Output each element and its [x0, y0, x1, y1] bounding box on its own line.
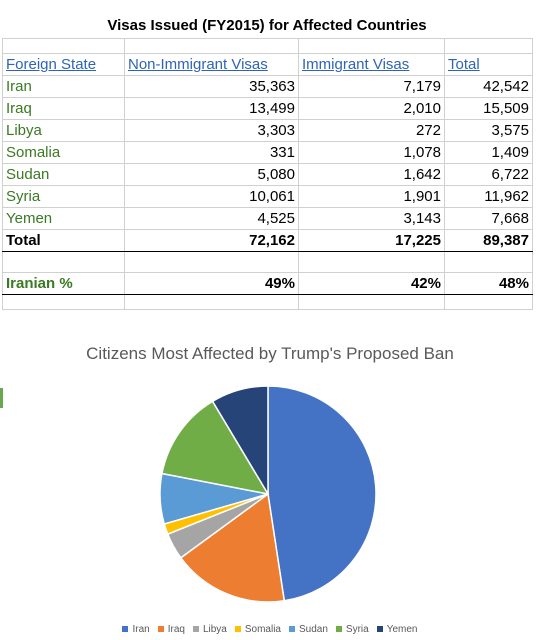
legend-item-iraq[interactable]: Iraq: [157, 624, 185, 635]
pie-slice-iran[interactable]: [267, 385, 377, 602]
cell-total[interactable]: 1,409: [444, 141, 533, 164]
cell[interactable]: [298, 251, 445, 273]
cell[interactable]: [444, 294, 533, 310]
blank-row: [2, 294, 533, 310]
legend-item-sudan[interactable]: Sudan: [289, 624, 328, 635]
table-row: Iran 35,363 7,179 42,542: [2, 75, 533, 98]
cell[interactable]: [2, 38, 125, 54]
header-non-immigrant[interactable]: Non-Immigrant Visas: [124, 53, 299, 76]
cell-state[interactable]: Sudan: [2, 163, 125, 186]
legend-item-libya[interactable]: Libya: [192, 624, 227, 635]
cell[interactable]: [124, 294, 299, 310]
cell-non-immigrant[interactable]: 4,525: [124, 207, 299, 230]
legend-swatch: [335, 626, 342, 633]
cell-immigrant[interactable]: 3,143: [298, 207, 445, 230]
cell-state[interactable]: Syria: [2, 185, 125, 208]
cell-total[interactable]: 42,542: [444, 75, 533, 98]
legend-label: Iran: [132, 624, 150, 635]
total-non-immigrant[interactable]: 72,162: [124, 229, 299, 252]
percent-non-immigrant[interactable]: 49%: [124, 272, 299, 295]
legend-item-yemen[interactable]: Yemen: [376, 624, 418, 635]
cell[interactable]: [124, 251, 299, 273]
legend-swatch: [122, 626, 129, 633]
table-row: Somalia 331 1,078 1,409: [2, 141, 533, 164]
legend-item-syria[interactable]: Syria: [335, 624, 369, 635]
legend-swatch: [192, 626, 199, 633]
legend-swatch: [234, 626, 241, 633]
pie-svg: [159, 385, 377, 603]
cell-state[interactable]: Yemen: [2, 207, 125, 230]
legend-item-somalia[interactable]: Somalia: [234, 624, 281, 635]
cell-immigrant[interactable]: 7,179: [298, 75, 445, 98]
cell-non-immigrant[interactable]: 5,080: [124, 163, 299, 186]
cell[interactable]: [298, 294, 445, 310]
cell-total[interactable]: 11,962: [444, 185, 533, 208]
pie-slice-iraq[interactable]: [179, 492, 286, 603]
percent-label[interactable]: Iranian %: [2, 272, 125, 295]
legend-label: Sudan: [299, 624, 328, 635]
cell-immigrant[interactable]: 1,078: [298, 141, 445, 164]
percent-immigrant[interactable]: 42%: [298, 272, 445, 295]
cell-total[interactable]: 6,722: [444, 163, 533, 186]
table-row: Yemen 4,525 3,143 7,668: [2, 207, 533, 230]
table-row: Iraq 13,499 2,010 15,509: [2, 97, 533, 120]
cell-state[interactable]: Somalia: [2, 141, 125, 164]
table-row: Syria 10,061 1,901 11,962: [2, 185, 533, 208]
pie-slice-syria[interactable]: [161, 400, 270, 496]
cell-state[interactable]: Iraq: [2, 97, 125, 120]
legend-label: Yemen: [386, 624, 418, 635]
table-title: Visas Issued (FY2015) for Affected Count…: [107, 17, 427, 34]
cell-total[interactable]: 15,509: [444, 97, 533, 120]
cell-non-immigrant[interactable]: 10,061: [124, 185, 299, 208]
header-immigrant[interactable]: Immigrant Visas: [298, 53, 445, 76]
cell-non-immigrant[interactable]: 3,303: [124, 119, 299, 142]
total-immigrant[interactable]: 17,225: [298, 229, 445, 252]
header-row: Foreign State Non-Immigrant Visas Immigr…: [2, 53, 533, 76]
legend-label: Syria: [345, 624, 369, 635]
cell-immigrant[interactable]: 272: [298, 119, 445, 142]
pie-slice-yemen[interactable]: [211, 385, 269, 497]
cell-non-immigrant[interactable]: 331: [124, 141, 299, 164]
cell-immigrant[interactable]: 1,901: [298, 185, 445, 208]
total-label[interactable]: Total: [2, 229, 125, 252]
total-total[interactable]: 89,387: [444, 229, 533, 252]
cell-state[interactable]: Iran: [2, 75, 125, 98]
table-row: Libya 3,303 272 3,575: [2, 119, 533, 142]
cell-immigrant[interactable]: 2,010: [298, 97, 445, 120]
cell[interactable]: [298, 38, 445, 54]
cell-immigrant[interactable]: 1,642: [298, 163, 445, 186]
cell[interactable]: [2, 251, 125, 273]
header-foreign-state[interactable]: Foreign State: [2, 53, 125, 76]
sheet-edge-marker: [0, 388, 3, 408]
cell[interactable]: [444, 38, 533, 54]
cell-total[interactable]: 7,668: [444, 207, 533, 230]
legend-swatch: [376, 626, 383, 633]
legend-label: Somalia: [244, 624, 281, 635]
blank-row: [2, 38, 533, 54]
cell-state[interactable]: Libya: [2, 119, 125, 142]
iranian-percent-row: Iranian % 49% 42% 48%: [2, 272, 533, 295]
visa-table: Foreign State Non-Immigrant Visas Immigr…: [2, 38, 533, 310]
cell[interactable]: [124, 38, 299, 54]
legend-swatch: [157, 626, 164, 633]
header-total[interactable]: Total: [444, 53, 533, 76]
blank-row: [2, 251, 533, 273]
total-row: Total 72,162 17,225 89,387: [2, 229, 533, 252]
cell-total[interactable]: 3,575: [444, 119, 533, 142]
legend-swatch: [289, 626, 295, 633]
table-row: Sudan 5,080 1,642 6,722: [2, 163, 533, 186]
pie-chart[interactable]: Citizens Most Affected by Trump's Propos…: [0, 336, 540, 640]
legend-label: Libya: [202, 624, 227, 635]
chart-legend: Iran Iraq Libya Somalia Sudan Syria Yemen: [0, 624, 540, 635]
legend-label: Iraq: [167, 624, 185, 635]
cell[interactable]: [444, 251, 533, 273]
cell[interactable]: [2, 294, 125, 310]
cell-non-immigrant[interactable]: 13,499: [124, 97, 299, 120]
legend-item-iran[interactable]: Iran: [122, 624, 150, 635]
percent-total[interactable]: 48%: [444, 272, 533, 295]
chart-title: Citizens Most Affected by Trump's Propos…: [86, 344, 454, 363]
cell-non-immigrant[interactable]: 35,363: [124, 75, 299, 98]
